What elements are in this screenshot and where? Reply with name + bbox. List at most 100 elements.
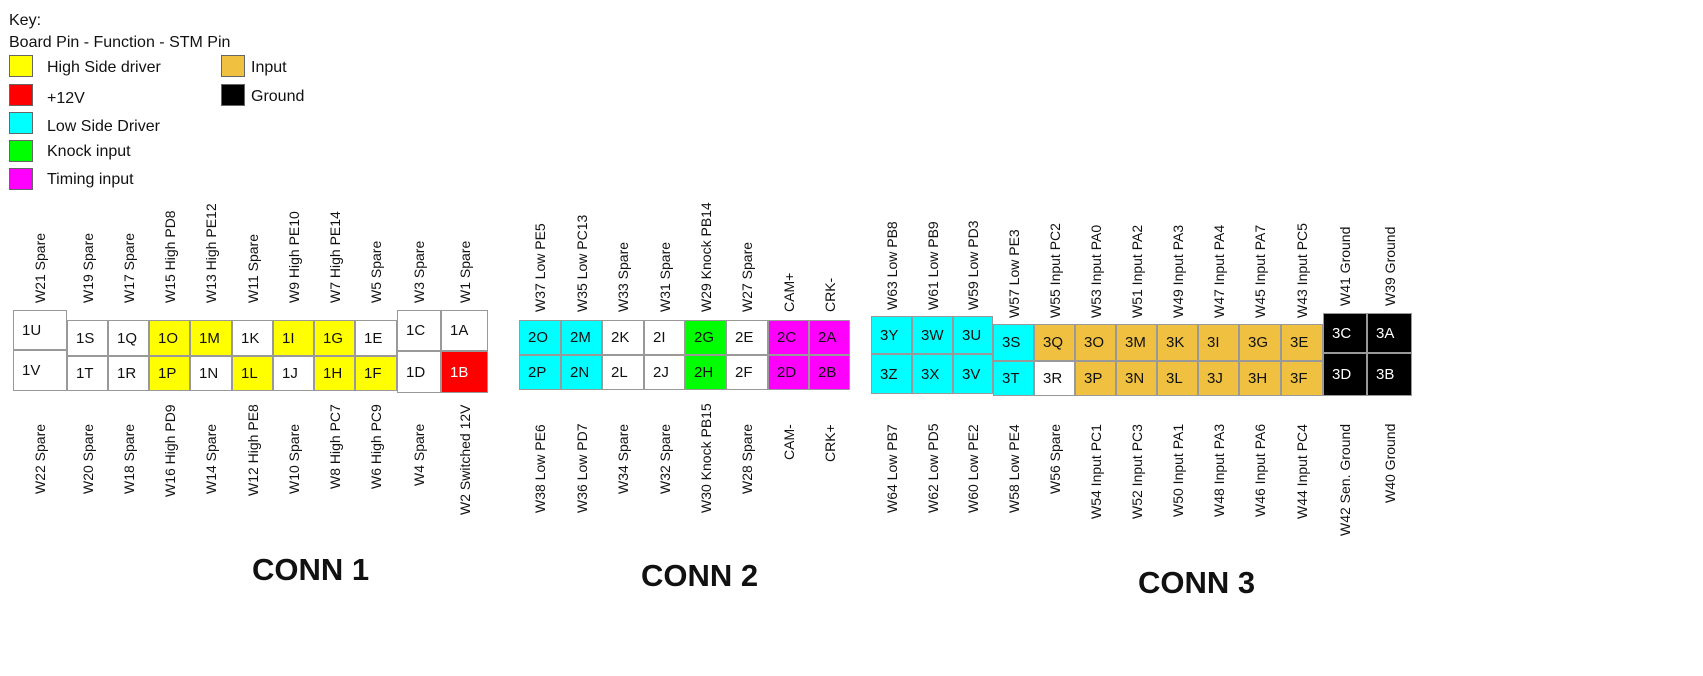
pin-cell-bottom: 3H <box>1239 361 1281 396</box>
pin-cell-top: 2K <box>602 320 644 355</box>
pin-label-top: W63 Low PB8 <box>883 221 900 310</box>
pin-cell-bottom: 2F <box>726 355 768 390</box>
pin-label-bottom: W4 Spare <box>411 423 427 486</box>
pin-cell-top: 3C <box>1323 313 1367 353</box>
pin-label-top: W3 Spare <box>411 240 427 303</box>
pin-cell-bottom: 3P <box>1075 361 1116 396</box>
pin-label-bottom: W22 Spare <box>32 423 48 494</box>
pin-label-bottom: W58 Low PE4 <box>1005 424 1022 513</box>
pin-label-top: W33 Spare <box>615 241 631 312</box>
pin-cell-bottom: 1P <box>149 356 190 391</box>
pin-cell-bottom: 1R <box>108 356 149 391</box>
key-label: Knock input <box>47 143 131 160</box>
key-label: Timing input <box>47 171 134 188</box>
pin-label-bottom: W8 High PC7 <box>326 404 343 489</box>
pin-label-top: W45 Input PA7 <box>1252 224 1268 318</box>
pin-cell-top: 3O <box>1075 324 1116 361</box>
pin-cell-bottom: 3B <box>1367 353 1412 396</box>
pin-label-bottom: W12 High PE8 <box>244 404 261 496</box>
pin-label-bottom: W54 Input PC1 <box>1087 424 1104 519</box>
pin-label-top: W29 Knock PB14 <box>697 202 714 312</box>
pin-cell-bottom: 2P <box>519 355 561 390</box>
pin-label-top: W7 High PE14 <box>326 211 343 303</box>
pin-cell-top: 2C <box>768 320 809 355</box>
pin-cell-top: 3U <box>953 316 993 354</box>
key-swatch <box>221 84 245 106</box>
pin-cell-bottom: 3R <box>1034 361 1075 396</box>
pin-label-bottom: W6 High PC9 <box>368 404 384 489</box>
pin-cell-bottom: 1V <box>13 350 67 391</box>
pin-label-top: W47 Input PA4 <box>1210 224 1227 318</box>
pin-cell-top: 3G <box>1239 324 1281 361</box>
pin-cell-top: 3I <box>1198 324 1239 361</box>
pin-cell-bottom: 1T <box>67 356 108 391</box>
pin-cell-bottom: 1B <box>441 351 488 393</box>
pin-cell-bottom: 1L <box>232 356 273 391</box>
pin-label-bottom: W40 Ground <box>1381 423 1398 503</box>
key-title: Key: <box>9 12 42 29</box>
pin-cell-top: 1O <box>149 320 190 356</box>
pin-cell-top: 2I <box>644 320 685 355</box>
pin-label-top: W17 Spare <box>120 232 137 303</box>
pin-cell-top: 3Y <box>871 316 912 354</box>
pin-cell-top: 2E <box>726 320 768 355</box>
pin-label-bottom: W60 Low PE2 <box>965 424 981 513</box>
key-swatch <box>9 55 33 77</box>
pin-cell-bottom: 3L <box>1157 361 1198 396</box>
pin-cell-top: 1S <box>67 320 108 356</box>
pin-label-top: CRK- <box>821 277 838 312</box>
pin-label-top: W53 Input PA0 <box>1087 224 1104 318</box>
pin-cell-top: 1I <box>273 320 314 356</box>
pin-cell-top: 1K <box>232 320 273 356</box>
pin-label-bottom: W48 Input PA3 <box>1210 423 1227 517</box>
pin-label-bottom: CAM- <box>780 424 797 460</box>
pin-label-bottom: W46 Input PA6 <box>1252 423 1268 517</box>
key-swatch <box>9 112 33 134</box>
pin-label-top: W19 Spare <box>79 232 96 303</box>
pin-cell-bottom: 3V <box>953 354 993 394</box>
pin-label-bottom: W2 Switched 12V <box>456 404 473 516</box>
pin-label-top: W43 Input PC5 <box>1294 223 1310 318</box>
pin-cell-bottom: 2L <box>602 355 644 390</box>
pin-cell-bottom: 3J <box>1198 361 1239 396</box>
pin-cell-bottom: 1J <box>273 356 314 391</box>
pin-label-bottom: W16 High PD9 <box>161 404 178 497</box>
pin-label-top: W39 Ground <box>1381 226 1398 306</box>
key-swatch <box>9 84 33 106</box>
pin-label-bottom: W20 Spare <box>79 423 96 494</box>
pin-label-bottom: W44 Input PC4 <box>1294 424 1310 519</box>
pin-label-top: W15 High PD8 <box>161 210 178 303</box>
pin-cell-top: 1U <box>13 310 67 350</box>
pin-cell-top: 1E <box>355 320 397 356</box>
key-label: Ground <box>251 88 305 105</box>
pin-cell-top: 3A <box>1367 313 1412 353</box>
connector-title: CONN 2 <box>641 558 759 593</box>
pin-label-top: W57 Low PE3 <box>1005 229 1022 318</box>
pin-label-top: W27 Spare <box>739 241 755 312</box>
pin-cell-top: 3K <box>1157 324 1198 361</box>
pin-label-bottom: W50 Input PA1 <box>1169 423 1186 517</box>
pin-cell-bottom: 3X <box>912 354 953 394</box>
key-label: Input <box>251 59 287 76</box>
pin-cell-top: 3E <box>1281 324 1323 361</box>
pin-cell-bottom: 2H <box>685 355 726 390</box>
pin-label-top: W35 Low PC13 <box>573 214 590 312</box>
pin-label-top: CAM+ <box>780 272 797 312</box>
connector-title: CONN 1 <box>252 552 370 587</box>
pin-cell-bottom: 1N <box>190 356 232 391</box>
pin-label-bottom: W36 Low PD7 <box>573 423 590 513</box>
pin-cell-top: 3W <box>912 316 953 354</box>
pin-label-top: W5 Spare <box>368 240 384 303</box>
pin-cell-bottom: 2J <box>644 355 685 390</box>
key-label: +12V <box>47 90 85 107</box>
pin-cell-top: 2O <box>519 320 561 355</box>
pin-label-top: W31 Spare <box>656 241 673 312</box>
pin-cell-bottom: 3N <box>1116 361 1157 396</box>
pin-label-bottom: W38 Low PE6 <box>532 424 548 513</box>
pin-label-bottom: W42 Sen. Ground <box>1337 423 1353 536</box>
pin-cell-bottom: 3D <box>1323 353 1367 396</box>
pin-label-top: W51 Input PA2 <box>1128 224 1145 318</box>
pin-cell-top: 1Q <box>108 320 149 356</box>
pin-label-bottom: W18 Spare <box>120 423 137 494</box>
